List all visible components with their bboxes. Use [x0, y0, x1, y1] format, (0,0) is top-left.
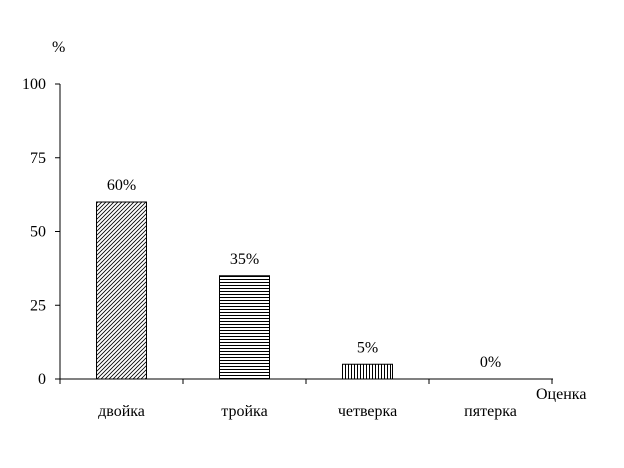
y-tick-label: 50 — [30, 224, 46, 241]
data-label-2: 35% — [230, 251, 259, 268]
data-label-4: 0% — [480, 354, 501, 371]
bar-series — [96, 201, 393, 380]
y-tick-label: 100 — [22, 76, 46, 93]
category-label-3: четверка — [338, 403, 397, 420]
y-tick-label: 0 — [38, 371, 46, 388]
x-axis-label: Оценка — [536, 386, 586, 403]
data-label-3: 5% — [357, 339, 378, 356]
y-axis-ticks: 0 25 50 75 100 — [22, 76, 60, 388]
category-labels: двойка тройка четверка пятерка — [98, 403, 517, 420]
data-labels: 60% 35% 5% 0% — [107, 177, 501, 371]
data-label-1: 60% — [107, 177, 136, 194]
y-axis-label: % — [52, 39, 65, 56]
y-tick-label: 75 — [30, 150, 46, 167]
bar-1 — [96, 201, 147, 380]
x-axis-ticks — [59, 379, 553, 384]
category-label-1: двойка — [98, 403, 145, 420]
bar-3 — [342, 363, 393, 380]
category-label-4: пятерка — [464, 403, 517, 420]
y-tick-label: 25 — [30, 297, 46, 314]
bar-2 — [219, 275, 270, 380]
category-label-2: тройка — [221, 403, 267, 420]
